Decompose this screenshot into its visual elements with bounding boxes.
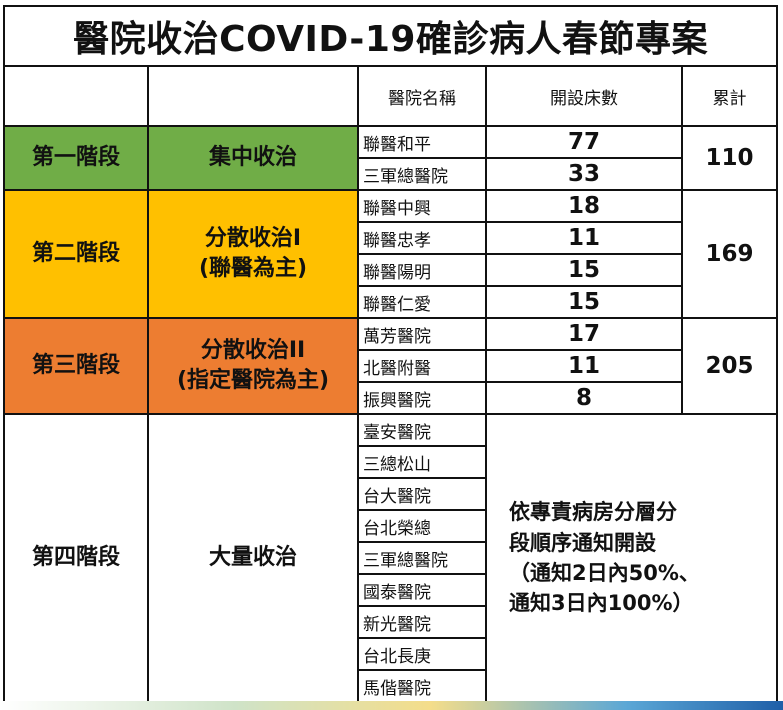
- stage-4-mode-line1: 大量收治: [208, 545, 297, 571]
- footer-color-bar: [0, 701, 783, 710]
- stage-3-mode-line1: 分散收治II: [200, 338, 306, 364]
- table-title: 醫院收治COVID-19確診病人春節專案: [2, 5, 779, 67]
- hospital-cell: 聯醫陽明: [357, 253, 487, 287]
- stage-2-mode-line1: 分散收治I: [204, 226, 302, 252]
- stage-2-mode-line2: (聯醫為主): [198, 256, 308, 281]
- stage-1-label: 第一階段: [3, 125, 149, 191]
- hospital-cell: 國泰醫院: [357, 573, 487, 607]
- hospital-cell: 聯醫仁愛: [357, 285, 487, 319]
- header-empty-mode: [147, 65, 359, 127]
- stage-3-mode: 分散收治II (指定醫院為主): [147, 317, 359, 415]
- hospital-cell: 北醫附醫: [357, 349, 487, 383]
- stage-3-total: 205: [680, 317, 779, 415]
- hospital-cell: 台大醫院: [357, 477, 487, 511]
- stage-1-mode-line1: 集中收治: [208, 145, 297, 171]
- covid-bed-plan-table: 醫院收治COVID-19確診病人春節專案 醫院名稱 開設床數 累計 第一階段 集…: [2, 5, 779, 703]
- hospital-cell: 台北榮總: [357, 509, 487, 543]
- stage-1-mode: 集中收治: [147, 125, 359, 191]
- beds-cell: 11: [485, 221, 683, 255]
- beds-cell: 33: [485, 157, 683, 191]
- hospital-cell: 台北長庚: [357, 637, 487, 671]
- hospital-cell: 三軍總醫院: [357, 157, 487, 191]
- header-total: 累計: [680, 65, 779, 127]
- header-hospital-name: 醫院名稱: [357, 65, 487, 127]
- hospital-cell: 聯醫中興: [357, 189, 487, 223]
- stage-2-label: 第二階段: [3, 189, 149, 319]
- beds-cell: 15: [485, 253, 683, 287]
- hospital-cell: 聯醫忠孝: [357, 221, 487, 255]
- hospital-cell: 三總松山: [357, 445, 487, 479]
- beds-cell: 11: [485, 349, 683, 383]
- hospital-cell: 振興醫院: [357, 381, 487, 415]
- stage-4-note: 依專責病房分層分 段順序通知開設 （通知2日內50%、 通知3日內100%）: [484, 413, 779, 703]
- header-empty-stage: [3, 65, 149, 127]
- stage-2-total: 169: [680, 189, 779, 319]
- beds-cell: 77: [485, 125, 683, 159]
- stage-3-mode-line2: (指定醫院為主): [176, 368, 330, 393]
- hospital-cell: 新光醫院: [357, 605, 487, 639]
- stage-4-mode: 大量收治: [147, 413, 359, 703]
- stage-1-total: 110: [680, 125, 779, 191]
- header-beds: 開設床數: [485, 65, 683, 127]
- hospital-cell: 三軍總醫院: [357, 541, 487, 575]
- beds-cell: 17: [485, 317, 683, 351]
- stage-3-label: 第三階段: [3, 317, 149, 415]
- hospital-cell: 聯醫和平: [357, 125, 487, 159]
- note-line: （通知2日內50%、: [509, 561, 700, 585]
- beds-cell: 15: [485, 285, 683, 319]
- note-line: 依專責病房分層分: [509, 500, 677, 525]
- hospital-cell: 萬芳醫院: [357, 317, 487, 351]
- stage-2-mode: 分散收治I (聯醫為主): [147, 189, 359, 319]
- beds-cell: 8: [485, 381, 683, 415]
- hospital-cell: 臺安醫院: [357, 413, 487, 447]
- beds-cell: 18: [485, 189, 683, 223]
- hospital-cell: 馬偕醫院: [357, 669, 487, 703]
- note-line: 段順序通知開設: [509, 530, 656, 555]
- note-line: 通知3日內100%）: [509, 591, 694, 616]
- stage-4-label: 第四階段: [3, 413, 149, 703]
